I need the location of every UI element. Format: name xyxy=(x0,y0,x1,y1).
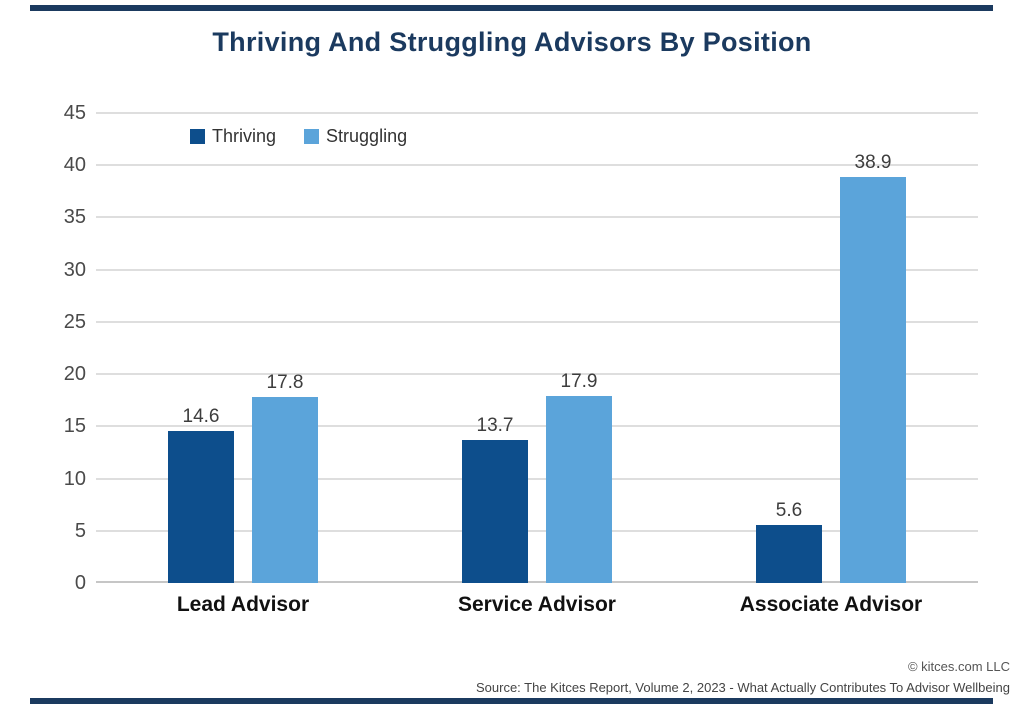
y-tick-25: 25 xyxy=(63,310,86,333)
value-label-thriving-associate-advisor: 5.6 xyxy=(775,499,803,521)
y-tick-35: 35 xyxy=(63,206,86,229)
gridline-y-5 xyxy=(96,529,978,532)
value-label-struggling-lead-advisor: 17.8 xyxy=(266,372,304,394)
bar-struggling-service-advisor xyxy=(546,396,612,583)
source-attribution-text: Source: The Kitces Report, Volume 2, 202… xyxy=(475,680,1010,695)
bar-wrap-struggling-service-advisor: 17.9 xyxy=(546,113,612,583)
bar-wrap-thriving-service-advisor: 13.7 xyxy=(462,113,528,583)
gridline-y-35 xyxy=(96,216,978,219)
gridline-y-45 xyxy=(96,112,978,114)
y-tick-40: 40 xyxy=(63,154,86,177)
category-label-associate-advisor: Associate Advisor xyxy=(739,593,923,616)
gridline-y-15 xyxy=(96,425,978,428)
bar-struggling-lead-advisor xyxy=(252,397,318,583)
y-axis-tick-labels: 0 5 10 15 20 25 30 35 40 45 xyxy=(0,103,86,593)
bar-thriving-lead-advisor xyxy=(168,430,234,583)
thriving-swatch-icon xyxy=(190,129,205,144)
gridline-y-0 xyxy=(96,581,978,583)
legend-label-struggling: Struggling xyxy=(326,126,408,146)
gridline-y-20 xyxy=(96,373,978,376)
bar-wrap-struggling-lead-advisor: 17.8 xyxy=(252,113,318,583)
gridline-y-40 xyxy=(96,164,978,167)
bar-thriving-associate-advisor xyxy=(756,524,822,583)
category-axis-labels: Lead Advisor Service Advisor Associate Adv… xyxy=(96,593,978,617)
y-tick-0: 0 xyxy=(74,572,86,594)
bar-thriving-service-advisor xyxy=(462,439,528,583)
category-label-lead-advisor: Lead Advisor xyxy=(176,593,310,616)
plot-gridlines xyxy=(96,112,978,583)
y-tick-10: 10 xyxy=(63,467,86,490)
gridline-y-25 xyxy=(96,320,978,323)
legend-label-thriving: Thriving xyxy=(212,126,277,146)
bar-group-lead-advisor: 14.6 17.8 xyxy=(96,113,390,583)
y-tick-30: 30 xyxy=(63,258,86,281)
legend-item-struggling: Struggling xyxy=(304,126,407,147)
legend-item-thriving: Thriving xyxy=(190,126,276,147)
gridline-y-30 xyxy=(96,268,978,271)
y-tick-45: 45 xyxy=(63,102,86,124)
y-tick-15: 15 xyxy=(63,415,86,438)
chart-legend: Thriving Struggling xyxy=(190,126,407,147)
chart-title: Thriving And Struggling Advisors By Posi… xyxy=(212,27,812,57)
bar-group-service-advisor: 13.7 17.9 xyxy=(390,113,684,583)
bar-wrap-thriving-associate-advisor: 5.6 xyxy=(756,113,822,583)
value-label-struggling-service-advisor: 17.9 xyxy=(560,371,598,393)
gridline-y-10 xyxy=(96,477,978,480)
bar-struggling-associate-advisor xyxy=(840,176,906,583)
y-tick-5: 5 xyxy=(74,519,86,542)
bar-wrap-struggling-associate-advisor: 38.9 xyxy=(840,113,906,583)
category-label-service-advisor: Service Advisor xyxy=(458,593,616,616)
struggling-swatch-icon xyxy=(304,129,320,144)
value-label-thriving-service-advisor: 13.7 xyxy=(476,414,514,436)
value-label-struggling-associate-advisor: 38.9 xyxy=(854,151,892,173)
bottom-border-rule xyxy=(30,698,993,704)
y-tick-20: 20 xyxy=(63,363,86,386)
bar-wrap-thriving-lead-advisor: 14.6 xyxy=(168,113,234,583)
copyright-text: © kitces.com LLC xyxy=(907,659,1010,674)
bar-group-associate-advisor: 5.6 38.9 xyxy=(684,113,978,583)
value-label-thriving-lead-advisor: 14.6 xyxy=(182,405,220,427)
bar-groups: 14.6 17.8 13.7 17.9 5.6 38.9 xyxy=(96,113,978,583)
top-border-rule xyxy=(30,5,993,11)
